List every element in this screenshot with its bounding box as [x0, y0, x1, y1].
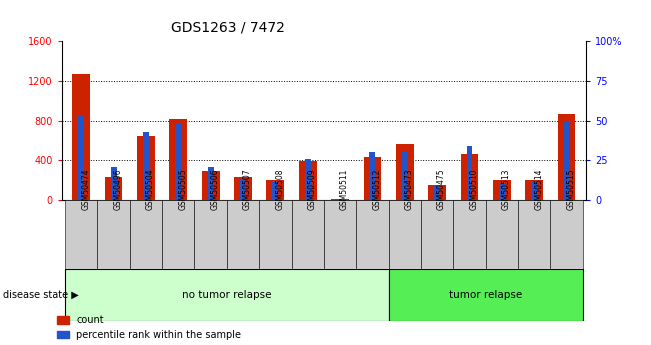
- Bar: [428, 185, 446, 200]
- Bar: [370, 152, 376, 200]
- Bar: [105, 177, 122, 200]
- Text: GSM50511: GSM50511: [340, 169, 349, 210]
- Bar: [137, 136, 155, 200]
- Bar: [324, 200, 356, 269]
- Text: GSM50473: GSM50473: [405, 169, 414, 210]
- Bar: [499, 184, 505, 200]
- Bar: [402, 151, 408, 200]
- Text: GSM50504: GSM50504: [146, 169, 155, 210]
- Bar: [162, 200, 195, 269]
- Bar: [564, 122, 570, 200]
- Bar: [72, 74, 90, 200]
- Text: GSM50514: GSM50514: [534, 169, 543, 210]
- Bar: [175, 124, 181, 200]
- Bar: [299, 161, 316, 200]
- Bar: [396, 144, 413, 200]
- Text: GSM50509: GSM50509: [308, 169, 316, 210]
- Bar: [78, 116, 84, 200]
- Bar: [234, 177, 252, 200]
- Bar: [169, 119, 187, 200]
- Bar: [363, 157, 381, 200]
- Bar: [389, 200, 421, 269]
- Bar: [518, 200, 550, 269]
- Bar: [65, 269, 389, 321]
- Bar: [240, 179, 246, 200]
- Bar: [421, 200, 453, 269]
- Bar: [111, 167, 117, 200]
- Text: GSM50515: GSM50515: [566, 169, 575, 210]
- Text: GSM50505: GSM50505: [178, 169, 187, 210]
- Text: GSM50513: GSM50513: [502, 169, 511, 210]
- Bar: [259, 200, 292, 269]
- Bar: [208, 167, 214, 200]
- Bar: [486, 200, 518, 269]
- Text: GSM50475: GSM50475: [437, 169, 446, 210]
- Bar: [460, 155, 478, 200]
- Bar: [202, 171, 219, 200]
- Bar: [558, 114, 575, 200]
- Bar: [130, 200, 162, 269]
- Bar: [65, 200, 98, 269]
- Bar: [550, 200, 583, 269]
- Legend: count, percentile rank within the sample: count, percentile rank within the sample: [57, 315, 242, 340]
- Bar: [531, 181, 537, 200]
- Text: GSM50506: GSM50506: [211, 169, 219, 210]
- Bar: [266, 180, 284, 200]
- Text: GSM50510: GSM50510: [469, 169, 478, 210]
- Bar: [453, 200, 486, 269]
- Bar: [331, 199, 349, 200]
- Bar: [493, 180, 510, 200]
- Text: GSM50507: GSM50507: [243, 169, 252, 210]
- Bar: [434, 186, 440, 200]
- Bar: [525, 180, 543, 200]
- Text: GSM50474: GSM50474: [81, 169, 90, 210]
- Text: GSM50512: GSM50512: [372, 169, 381, 210]
- Text: no tumor relapse: no tumor relapse: [182, 290, 271, 300]
- Text: tumor relapse: tumor relapse: [449, 290, 522, 300]
- Text: disease state ▶: disease state ▶: [3, 290, 79, 300]
- Text: GSM50508: GSM50508: [275, 169, 284, 210]
- Bar: [389, 269, 583, 321]
- Text: GSM50496: GSM50496: [114, 169, 122, 210]
- Bar: [356, 200, 389, 269]
- Bar: [227, 200, 259, 269]
- Bar: [272, 181, 278, 200]
- Text: GDS1263 / 7472: GDS1263 / 7472: [171, 21, 284, 35]
- Bar: [467, 146, 473, 200]
- Bar: [305, 159, 311, 200]
- Bar: [292, 200, 324, 269]
- Bar: [195, 200, 227, 269]
- Bar: [98, 200, 130, 269]
- Bar: [143, 132, 149, 200]
